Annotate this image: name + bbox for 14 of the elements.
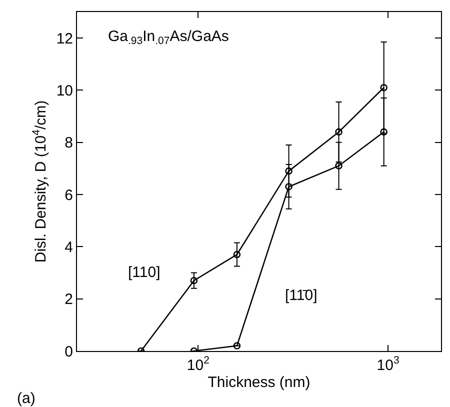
series-label: [11̄0]	[285, 287, 318, 304]
x-tick-label: 10$^{3}$	[376, 354, 400, 374]
y-tick-label: 4	[64, 238, 73, 256]
y-tick-label: 0	[64, 343, 73, 360]
series-label: [110]	[128, 264, 160, 281]
x-tick-label: 10$^{2}$	[186, 354, 210, 374]
x-axis-title: Thickness (nm)	[208, 374, 310, 391]
y-tick-label: 6	[64, 186, 73, 204]
y-tick-label: 10	[56, 82, 73, 100]
text: Ga$_{.93}$In$_{.07}$As/GaAs	[108, 28, 229, 48]
y-tick-label: 2	[64, 291, 73, 308]
y-tick-label: 12	[56, 30, 73, 48]
text: (a)	[17, 390, 36, 407]
y-tick-label: 8	[64, 134, 73, 152]
